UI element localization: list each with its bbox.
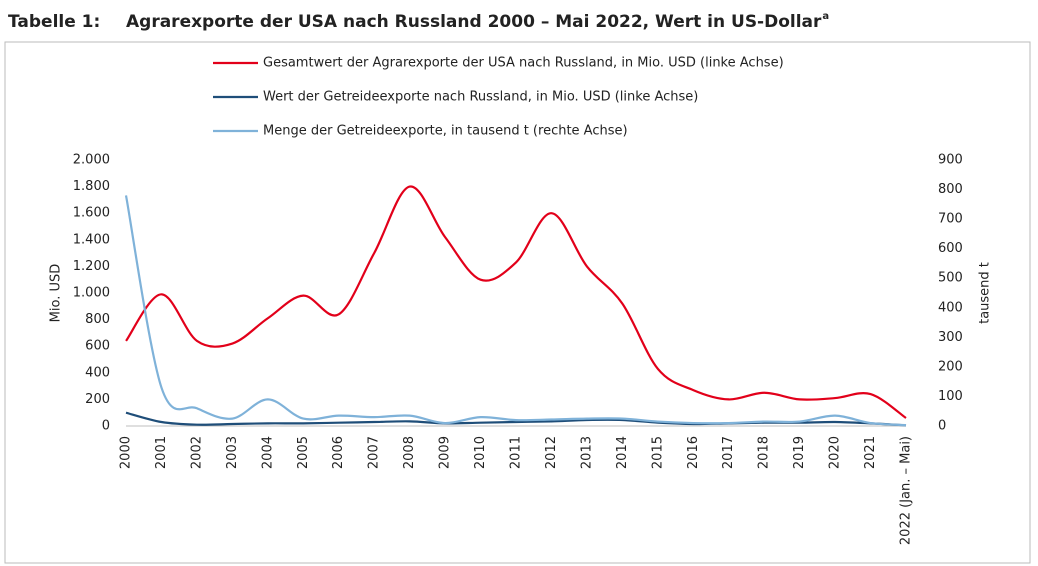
- y2-tick-label: 600: [938, 241, 963, 256]
- x-tick-label: 2006: [331, 436, 346, 469]
- y2-tick-label: 700: [938, 212, 963, 227]
- y-tick-label: 400: [85, 365, 110, 380]
- y2-tick-label: 400: [938, 300, 963, 315]
- series-line: [124, 195, 907, 427]
- y2-tick-label: 300: [938, 330, 963, 345]
- x-tick-label: 2012: [544, 436, 559, 469]
- y-tick-label: 2.000: [73, 153, 110, 168]
- y2-tick-label: 800: [938, 182, 963, 197]
- series-line: [125, 185, 907, 419]
- legend-label: Menge der Getreideexporte, in tausend t …: [263, 124, 628, 139]
- x-tick-label: 2002: [189, 436, 204, 469]
- x-tick-label: 2007: [367, 436, 382, 469]
- x-tick-label: 2019: [792, 436, 807, 469]
- x-tick-label: 2005: [296, 436, 311, 469]
- y-tick-label: 800: [85, 312, 110, 327]
- x-tick-label: 2016: [686, 436, 701, 469]
- x-tick-label: 2009: [438, 436, 453, 469]
- x-tick-label: 2020: [828, 436, 843, 469]
- y2-tick-label: 200: [938, 359, 963, 374]
- x-tick-label: 2003: [225, 436, 240, 469]
- y2-axis-title: tausend t: [978, 262, 993, 324]
- y-tick-label: 200: [85, 392, 110, 407]
- y-tick-label: 1.800: [73, 179, 110, 194]
- y-tick-label: 1.200: [73, 259, 110, 274]
- y2-tick-label: 500: [938, 271, 963, 286]
- table-label: Tabelle 1:: [8, 12, 100, 32]
- x-tick-label: 2008: [402, 436, 417, 469]
- legend-label: Gesamtwert der Agrarexporte der USA nach…: [263, 56, 784, 71]
- y-tick-label: 1.000: [73, 286, 110, 301]
- x-tick-label: 2015: [650, 436, 665, 469]
- chart-frame: [4, 41, 1031, 564]
- y-tick-label: 1.400: [73, 232, 110, 247]
- title-footnote: a: [822, 11, 829, 22]
- y-tick-label: 1.600: [73, 206, 110, 221]
- x-tick-label: 2022 (Jan. – Mai): [899, 436, 914, 545]
- x-tick-label: 2018: [757, 436, 772, 469]
- x-tick-label: 2013: [579, 436, 594, 469]
- y-tick-label: 600: [85, 339, 110, 354]
- x-tick-label: 2021: [863, 436, 878, 469]
- legend-label: Wert der Getreideexporte nach Russland, …: [263, 90, 698, 105]
- x-tick-label: 2000: [119, 436, 134, 469]
- x-tick-label: 2017: [721, 436, 736, 469]
- y2-tick-label: 900: [938, 153, 963, 168]
- x-tick-label: 2001: [154, 436, 169, 469]
- x-tick-label: 2014: [615, 436, 630, 469]
- x-tick-label: 2010: [473, 436, 488, 469]
- y-axis-title: Mio. USD: [49, 264, 64, 323]
- y2-tick-label: 0: [938, 419, 946, 434]
- x-tick-label: 2004: [260, 436, 275, 469]
- y2-tick-label: 100: [938, 389, 963, 404]
- chart-title: Agrarexporte der USA nach Russland 2000 …: [126, 12, 822, 32]
- y-tick-label: 0: [102, 419, 110, 434]
- x-tick-label: 2011: [509, 436, 524, 469]
